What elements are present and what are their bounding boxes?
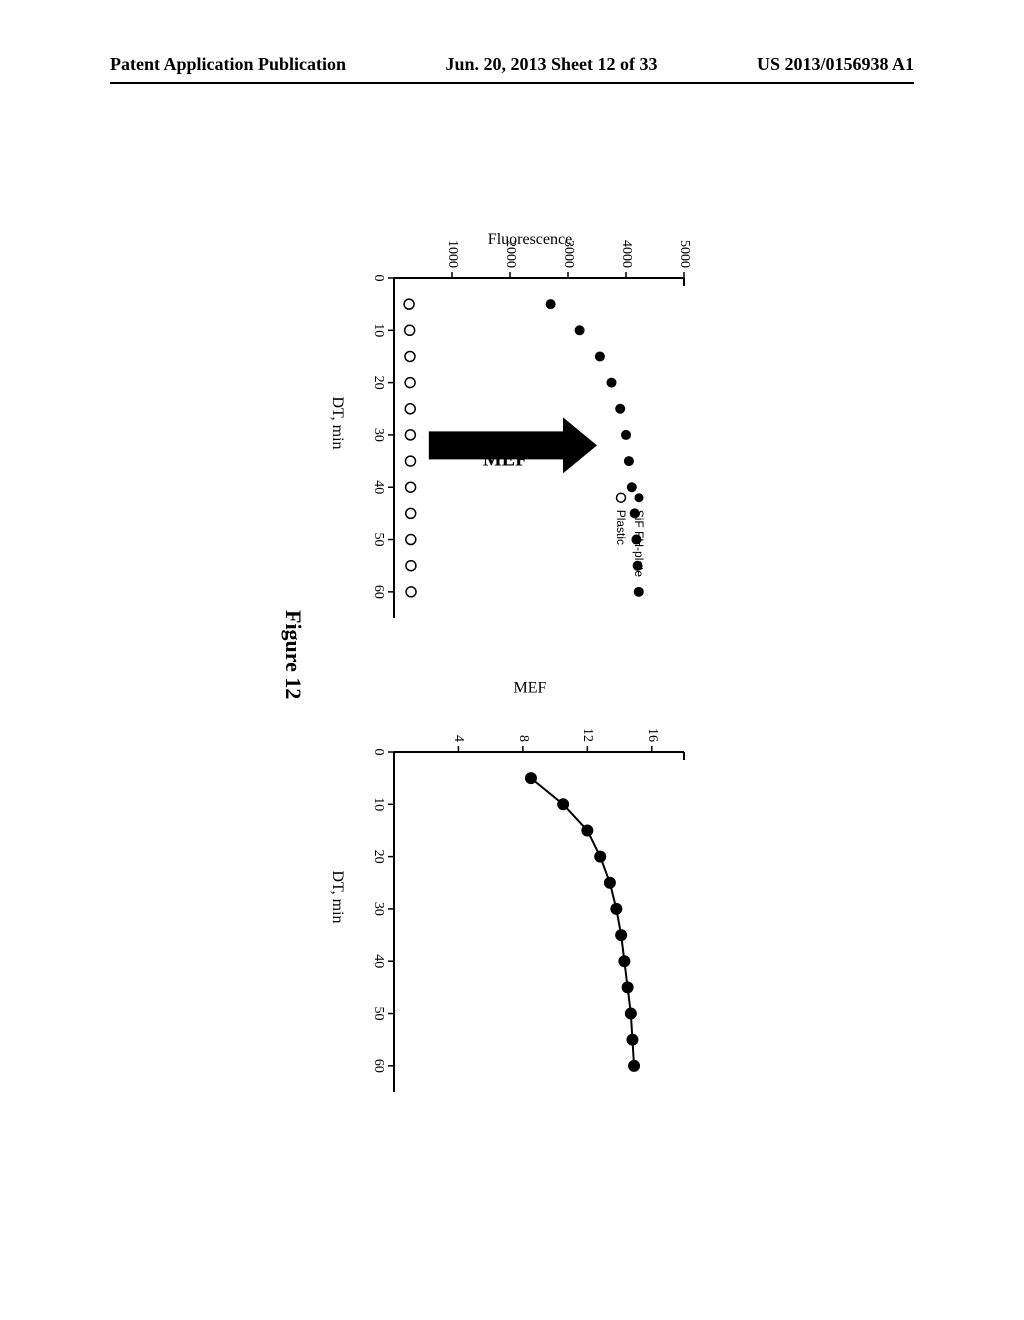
y-tick-label: 5000 — [676, 240, 692, 268]
x-tick-label: 60 — [370, 1059, 386, 1073]
y-tick-label: 2000 — [502, 240, 518, 268]
svg-text:SiF FH-plate: SiF FH-plate — [632, 510, 646, 578]
x-tick-label: 40 — [370, 480, 386, 494]
fluorescence-vs-dt-chart: Fluorescence MEFSiF FH-platePlastic 0102… — [382, 216, 696, 630]
left-chart-svg: MEF SiF FH-plate Plastic — [382, 216, 696, 630]
svg-text:MEF: MEF — [483, 448, 527, 470]
mef-vs-dt-chart: MEF 0102030405060481216 — [382, 690, 696, 1104]
y-tick-label: 16 — [644, 728, 660, 742]
header-center: Jun. 20, 2013 Sheet 12 of 33 — [445, 54, 657, 75]
x-axis-title: DT, min — [328, 396, 346, 449]
y-tick-label: 3000 — [560, 240, 576, 268]
x-tick-label: 30 — [370, 428, 386, 442]
x-tick-label: 60 — [370, 585, 386, 599]
right-panel: MEF 0102030405060481216 DT, min — [328, 690, 696, 1104]
x-tick-label: 50 — [370, 533, 386, 547]
y-axis-title: MEF — [514, 679, 547, 697]
svg-text:Plastic: Plastic — [614, 510, 628, 545]
y-tick-label: 4000 — [618, 240, 634, 268]
x-tick-label: 10 — [370, 323, 386, 337]
page: Patent Application Publication Jun. 20, … — [0, 0, 1024, 1320]
x-tick-label: 10 — [370, 797, 386, 811]
x-tick-label: 0 — [370, 275, 386, 282]
header-left: Patent Application Publication — [110, 54, 346, 75]
left-panel: Fluorescence MEFSiF FH-platePlastic 0102… — [328, 216, 696, 630]
x-axis-title: DT, min — [328, 870, 346, 923]
header-rule — [110, 82, 914, 84]
figure-panels: Fluorescence MEFSiF FH-platePlastic 0102… — [328, 216, 696, 1104]
x-tick-label: 40 — [370, 954, 386, 968]
rotated-figure-wrap: Fluorescence MEFSiF FH-platePlastic 0102… — [328, 216, 696, 1104]
x-tick-label: 0 — [370, 749, 386, 756]
y-tick-label: 1000 — [444, 240, 460, 268]
patent-header: Patent Application Publication Jun. 20, … — [110, 54, 914, 75]
figure-area: Fluorescence MEFSiF FH-platePlastic 0102… — [110, 170, 914, 1150]
x-tick-label: 20 — [370, 850, 386, 864]
y-tick-label: 8 — [515, 735, 531, 742]
x-tick-label: 50 — [370, 1007, 386, 1021]
y-tick-label: 4 — [450, 735, 466, 742]
header-right: US 2013/0156938 A1 — [757, 54, 914, 75]
y-tick-label: 12 — [579, 728, 595, 742]
x-tick-label: 20 — [370, 376, 386, 390]
x-tick-label: 30 — [370, 902, 386, 916]
figure-caption: Figure 12 — [280, 610, 306, 699]
right-chart-svg — [382, 690, 696, 1104]
